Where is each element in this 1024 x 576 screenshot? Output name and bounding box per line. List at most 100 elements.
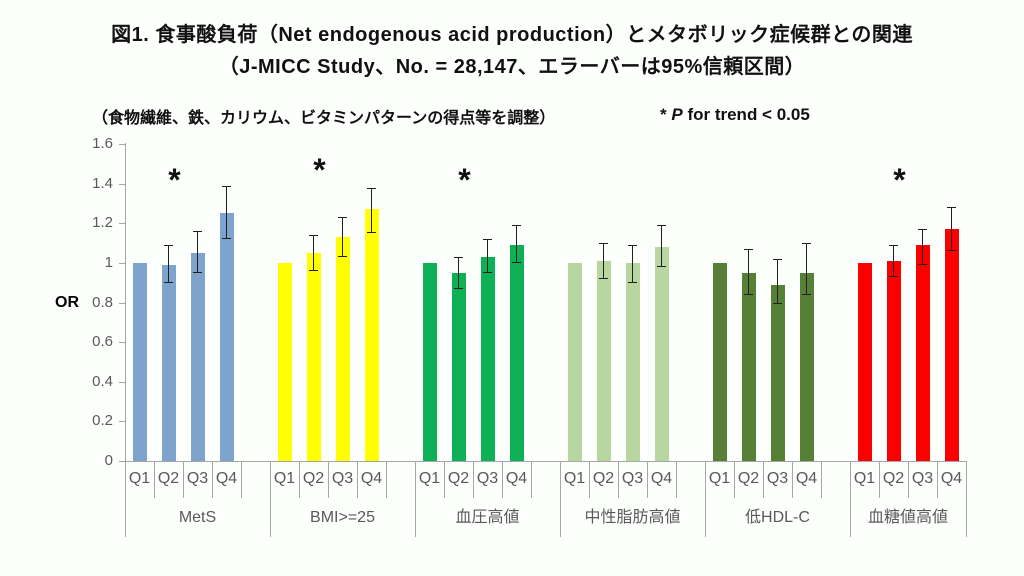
quartile-label: Q2 [302, 470, 325, 487]
error-bar-line [922, 229, 923, 265]
error-bar-cap-bottom [889, 276, 898, 277]
bar [335, 237, 350, 461]
error-bar-cap-top [657, 225, 666, 226]
error-bar-line [806, 243, 807, 295]
error-bar-cap-top [773, 259, 782, 260]
quartile-divider [734, 461, 735, 498]
y-axis-tick-label: 1.6 [92, 135, 113, 152]
error-bar-cap-top [222, 186, 231, 187]
quartile-label: Q3 [766, 470, 789, 487]
quartile-divider [792, 461, 793, 498]
quartile-label: Q4 [360, 470, 383, 487]
group-label: 低HDL-C [745, 509, 810, 526]
error-bar-cap-bottom [454, 288, 463, 289]
quartile-label: Q4 [650, 470, 673, 487]
y-axis-tick [119, 303, 125, 304]
error-bar-line [487, 239, 488, 273]
quartile-divider [212, 461, 213, 498]
error-bar-cap-top [193, 231, 202, 232]
quartile-label: Q2 [737, 470, 760, 487]
error-bar-cap-top [367, 188, 376, 189]
bar [451, 273, 466, 461]
quartile-divider [154, 461, 155, 498]
quartile-divider [386, 461, 387, 498]
quartile-label: Q3 [621, 470, 644, 487]
quartile-divider [531, 461, 532, 498]
y-axis-tick-label: 0.4 [92, 373, 113, 390]
quartile-label: Q3 [911, 470, 934, 487]
quartile-divider [676, 461, 677, 498]
error-bar-line [748, 249, 749, 295]
significance-p-italic: P [671, 105, 683, 124]
bar [161, 265, 176, 461]
y-axis-tick [119, 342, 125, 343]
y-axis-tick [119, 223, 125, 224]
y-axis-tick-label: 1.4 [92, 175, 113, 192]
error-bar-line [342, 217, 343, 257]
figure-title-line2: （J-MICC Study、No. = 28,147、エラーバーは95%信頼区間… [218, 56, 806, 78]
error-bar-cap-top [338, 217, 347, 218]
bar [770, 285, 785, 461]
quartile-divider [299, 461, 300, 498]
error-bar-cap-top [483, 239, 492, 240]
group-divider [705, 461, 706, 537]
quartile-label: Q2 [882, 470, 905, 487]
quartile-label: Q2 [447, 470, 470, 487]
error-bar-cap-top [744, 249, 753, 250]
error-bar-cap-bottom [193, 272, 202, 273]
error-bar-line [516, 225, 517, 263]
y-axis-tick [119, 184, 125, 185]
y-axis-tick-label: 0.6 [92, 333, 113, 350]
error-bar-cap-bottom [802, 294, 811, 295]
bar [857, 263, 872, 461]
significance-asterisk-marker: * [313, 152, 326, 188]
quartile-divider [821, 461, 822, 498]
error-bar-cap-top [628, 245, 637, 246]
significance-asterisk-marker: * [893, 162, 906, 198]
error-bar-cap-bottom [628, 282, 637, 283]
error-bar-cap-bottom [512, 262, 521, 263]
quartile-label: Q1 [708, 470, 731, 487]
y-axis-line [125, 143, 126, 461]
bar [132, 263, 147, 461]
y-axis-tick-label: 1 [104, 254, 113, 271]
quartile-divider [647, 461, 648, 498]
bar [219, 213, 234, 461]
error-bar-cap-top [309, 235, 318, 236]
error-bar-line [951, 207, 952, 251]
y-axis-tick [119, 421, 125, 422]
quartile-label: Q1 [563, 470, 586, 487]
significance-asterisk: * [660, 105, 667, 124]
y-axis-tick [119, 263, 125, 264]
error-bar-cap-top [512, 225, 521, 226]
error-bar-cap-top [802, 243, 811, 244]
group-divider [270, 461, 271, 537]
quartile-label: Q4 [505, 470, 528, 487]
error-bar-cap-bottom [367, 232, 376, 233]
bar [886, 261, 901, 461]
y-axis-tick [119, 382, 125, 383]
quartile-label: Q1 [418, 470, 441, 487]
quartile-label: Q3 [186, 470, 209, 487]
error-bar-line [168, 245, 169, 283]
error-bar-line [226, 186, 227, 239]
error-bar-cap-bottom [947, 250, 956, 251]
error-bar-line [313, 235, 314, 271]
quartile-divider [763, 461, 764, 498]
bar [364, 209, 379, 461]
quartile-divider [328, 461, 329, 498]
significance-note-text: for trend < 0.05 [687, 105, 810, 124]
error-bar-line [603, 243, 604, 279]
error-bar-line [458, 257, 459, 289]
significance-asterisk-marker: * [458, 162, 471, 198]
bar [944, 229, 959, 461]
quartile-label: Q1 [853, 470, 876, 487]
bar [625, 263, 640, 461]
group-label: 血圧高値 [455, 509, 520, 526]
significance-asterisk-marker: * [168, 162, 181, 198]
error-bar-cap-bottom [309, 270, 318, 271]
error-bar-cap-top [947, 207, 956, 208]
bar [480, 257, 495, 461]
quartile-label: Q4 [795, 470, 818, 487]
bar [567, 263, 582, 461]
